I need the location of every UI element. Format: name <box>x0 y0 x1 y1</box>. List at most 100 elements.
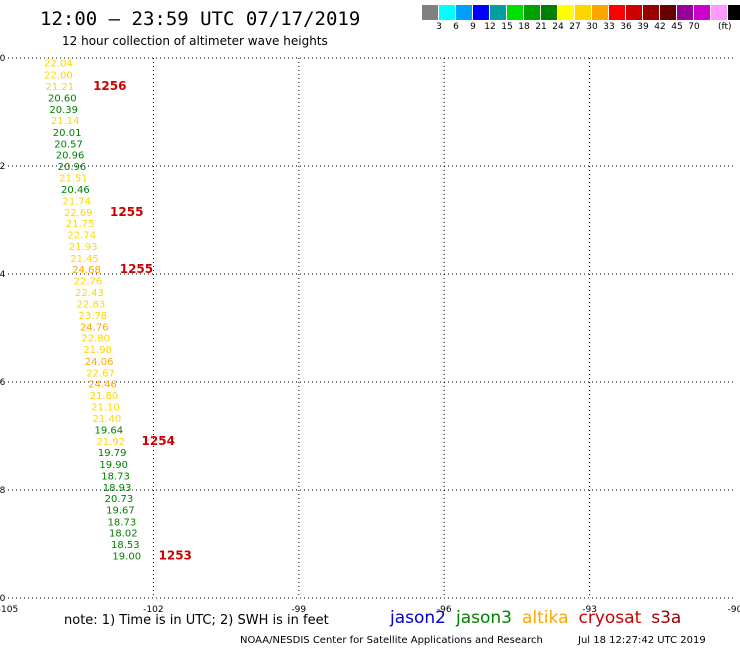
pass-number: 1256 <box>93 79 126 93</box>
plot-axes: -105 -102 -99 -96 -93 -90 -40 -42 -44 -46 -48 -50 <box>0 54 740 615</box>
swh-value: 18.93 <box>103 483 132 494</box>
legend-color-9 <box>575 5 592 20</box>
legend-color-4 <box>490 5 507 20</box>
swh-value: 22.43 <box>75 288 104 299</box>
swh-value: 18.73 <box>101 471 130 482</box>
satellite-altika: altika <box>522 608 569 628</box>
footer-credit: NOAA/NESDIS Center for Satellite Applica… <box>240 635 543 646</box>
y-tick-label: -44 <box>0 270 6 280</box>
swh-value: 24.46 <box>88 380 117 391</box>
legend-color-7 <box>541 5 558 20</box>
legend-tick-9: 9 <box>470 22 476 32</box>
footer-timestamp: Jul 18 12:27:42 UTC 2019 <box>578 635 706 646</box>
swh-value: 22.00 <box>44 71 73 82</box>
chart-subtitle: 12 hour collection of altimeter wave hei… <box>62 34 328 48</box>
legend-color-14 <box>660 5 677 20</box>
legend-tick-70: 70 <box>688 22 700 32</box>
satellite-s3a: s3a <box>651 608 682 628</box>
legend-color-17 <box>711 5 728 20</box>
swh-value: 18.73 <box>108 517 137 528</box>
x-tick-label: -102 <box>143 605 163 615</box>
color-legend-bar <box>422 5 740 20</box>
legend-tick-39: 39 <box>637 22 649 32</box>
x-tick-label: -99 <box>291 605 306 615</box>
swh-value: 22.83 <box>77 300 106 311</box>
legend-color-11 <box>609 5 626 20</box>
swh-value: 21.51 <box>59 173 88 184</box>
swh-value: 21.98 <box>83 345 112 356</box>
y-tick-label: -50 <box>0 594 6 604</box>
legend-tick-36: 36 <box>620 22 632 32</box>
swh-value: 22.74 <box>67 231 96 242</box>
swh-value: 22.67 <box>86 368 115 379</box>
satellite-jason2: jason2 <box>390 608 446 628</box>
legend-unit-label: (ft) <box>718 22 732 32</box>
x-tick-label: -90 <box>728 605 740 615</box>
legend-tick-12: 12 <box>484 22 496 32</box>
legend-tick-24: 24 <box>552 22 564 32</box>
swh-value: 19.90 <box>99 460 128 471</box>
legend-color-13 <box>643 5 660 20</box>
swh-value: 19.00 <box>112 551 141 562</box>
legend-tick-6: 6 <box>453 22 459 32</box>
swh-value: 20.39 <box>49 105 78 116</box>
pass-labels: 1256 1255 1255 1254 1253 <box>93 79 192 562</box>
x-tick-label: -105 <box>0 605 18 615</box>
y-tick-label: -40 <box>0 54 6 64</box>
swh-value: 22.69 <box>64 208 93 219</box>
y-tick-label: -46 <box>0 378 6 388</box>
swh-value: 21.45 <box>70 254 99 265</box>
y-tick-label: -48 <box>0 486 6 496</box>
legend-tick-15: 15 <box>501 22 513 32</box>
legend-color-16 <box>694 5 711 20</box>
legend-tick-3: 3 <box>436 22 442 32</box>
legend-color-2 <box>456 5 473 20</box>
footer-note: note: 1) Time is in UTC; 2) SWH is in fe… <box>64 613 329 628</box>
swh-value: 21.14 <box>51 116 80 127</box>
swh-value: 20.57 <box>54 139 83 150</box>
swh-value: 19.64 <box>94 426 123 437</box>
swh-value: 24.76 <box>80 322 109 333</box>
legend-color-6 <box>524 5 541 20</box>
swh-value: 21.10 <box>91 402 120 413</box>
swh-value: 21.74 <box>63 197 92 208</box>
legend-color-15 <box>677 5 694 20</box>
swh-value: 20.73 <box>105 494 134 505</box>
y-tick-label: -42 <box>0 162 5 172</box>
swh-points: 22.04 22.0021.2120.6020.3921.1420.0120.57… <box>44 58 141 562</box>
legend-color-3 <box>473 5 490 20</box>
swh-value: 24.68 <box>72 265 101 276</box>
swh-value: 21.21 <box>46 82 75 93</box>
swh-value: 18.02 <box>109 529 138 540</box>
swh-value: 19.67 <box>106 505 135 516</box>
legend-tick-18: 18 <box>518 22 530 32</box>
swh-value: 20.01 <box>53 128 82 139</box>
swh-value: 20.60 <box>48 93 77 104</box>
satellite-legend: jason2 jason3 altika cryosat s3a <box>390 608 691 628</box>
satellite-jason3: jason3 <box>456 608 512 628</box>
x-tick-label: -96 <box>437 605 452 615</box>
satellite-cryosat: cryosat <box>578 608 642 628</box>
legend-tick-45: 45 <box>671 22 683 32</box>
x-tick-label: -93 <box>582 605 597 615</box>
pass-number: 1253 <box>159 548 192 562</box>
legend-tick-30: 30 <box>586 22 598 32</box>
legend-color-5 <box>507 5 524 20</box>
pass-number: 1255 <box>110 205 143 219</box>
pass-number: 1254 <box>142 434 175 448</box>
swh-value: 21.75 <box>66 219 95 230</box>
swh-value: 21.93 <box>69 242 98 253</box>
chart-title: 12:00 – 23:59 UTC 07/17/2019 <box>40 8 361 30</box>
swh-value: 21.92 <box>96 437 125 448</box>
swh-value: 18.53 <box>111 540 140 551</box>
legend-tick-21: 21 <box>535 22 547 32</box>
swh-value: 20.96 <box>58 162 87 173</box>
legend-color-8 <box>558 5 575 20</box>
swh-value: 21.80 <box>90 391 119 402</box>
swh-value: 20.46 <box>61 185 90 196</box>
swh-value: 22.76 <box>74 276 103 287</box>
swh-value: 19.79 <box>98 448 127 459</box>
swh-value: 22.04 <box>44 58 73 69</box>
legend-color-18 <box>728 5 740 20</box>
